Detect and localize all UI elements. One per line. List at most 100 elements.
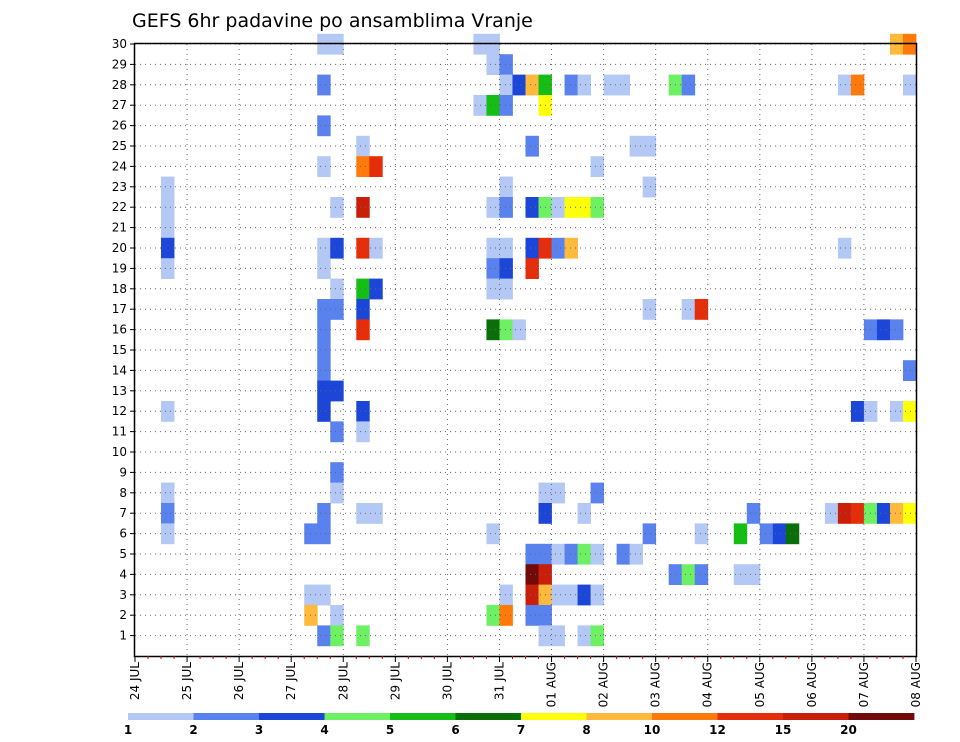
heatmap-cell-42 bbox=[499, 197, 513, 218]
heatmap-cell-10 bbox=[512, 74, 526, 96]
heatmap-cell-151 bbox=[564, 584, 578, 606]
y-tick-label-16: 16 bbox=[112, 323, 127, 337]
y-tick-label-12: 12 bbox=[112, 404, 127, 418]
heatmap-cell-71 bbox=[499, 278, 513, 300]
legend-label-5: 6 bbox=[451, 723, 459, 737]
x-tick-label-5: 29 JUL bbox=[388, 662, 402, 700]
heatmap-cell-161 bbox=[330, 625, 344, 647]
legend-label-4: 5 bbox=[386, 723, 394, 737]
heatmap-cell-30 bbox=[642, 135, 657, 157]
heatmap-cell-144 bbox=[746, 564, 761, 585]
y-tick-label-9: 9 bbox=[119, 465, 127, 479]
heatmap-cell-78 bbox=[317, 319, 331, 341]
y-tick-label-10: 10 bbox=[112, 445, 127, 459]
heatmap-cell-57 bbox=[525, 237, 539, 259]
heatmap-cell-34 bbox=[590, 156, 604, 177]
heatmap-cell-134 bbox=[577, 543, 591, 565]
heatmap-cell-29 bbox=[629, 135, 644, 157]
heatmap-cell-14 bbox=[577, 74, 591, 96]
heatmap-cell-133 bbox=[564, 543, 578, 565]
heatmap-cell-88 bbox=[902, 360, 917, 381]
x-tick-label-0: 24 JUL bbox=[128, 662, 142, 700]
y-tick-label-25: 25 bbox=[112, 139, 127, 153]
heatmap-cell-28 bbox=[525, 135, 539, 157]
heatmap-cell-156 bbox=[486, 605, 500, 626]
heatmap-cell-162 bbox=[356, 625, 370, 647]
heatmap-cell-69 bbox=[369, 278, 383, 300]
heatmap-cell-130 bbox=[525, 543, 539, 565]
y-tick-label-17: 17 bbox=[112, 302, 127, 316]
heatmap-cell-68 bbox=[356, 278, 370, 300]
heatmap-cell-36 bbox=[499, 176, 513, 198]
heatmap-cell-75 bbox=[642, 299, 657, 320]
heatmap-cell-77 bbox=[694, 299, 709, 320]
y-tick-label-18: 18 bbox=[112, 282, 127, 296]
heatmap-cell-87 bbox=[317, 360, 331, 381]
x-tick-label-11: 04 AUG bbox=[701, 662, 715, 707]
heatmap-cell-49 bbox=[161, 217, 175, 239]
legend-swatch-7 bbox=[586, 713, 653, 720]
y-axis: 1234567891011121314151617181920212223242… bbox=[112, 37, 135, 643]
heatmap-cell-79 bbox=[356, 319, 370, 341]
legend-label-8: 10 bbox=[644, 723, 661, 737]
legend-swatch-2 bbox=[259, 713, 325, 720]
y-tick-label-4: 4 bbox=[119, 567, 127, 581]
y-tick-label-20: 20 bbox=[112, 241, 127, 255]
heatmap-cell-70 bbox=[486, 278, 500, 300]
heatmap-cell-157 bbox=[499, 605, 513, 626]
heatmap-cell-7 bbox=[499, 54, 513, 75]
x-tick-label-2: 26 JUL bbox=[232, 662, 246, 700]
heatmap-cell-43 bbox=[525, 197, 539, 218]
legend-label-7: 8 bbox=[582, 723, 590, 737]
heatmap-cell-112 bbox=[746, 503, 761, 524]
y-tick-label-8: 8 bbox=[119, 486, 127, 500]
heatmap-cell-101 bbox=[161, 482, 175, 504]
y-tick-label-21: 21 bbox=[112, 221, 127, 235]
heatmap-cell-119 bbox=[902, 503, 917, 524]
x-tick-label-1: 25 JUL bbox=[180, 662, 194, 700]
heatmap-cell-40 bbox=[356, 197, 370, 218]
heatmap-cell-122 bbox=[317, 523, 331, 545]
heatmap-cell-102 bbox=[330, 482, 344, 504]
heatmap-cell-153 bbox=[590, 584, 604, 606]
heatmap-cell-72 bbox=[317, 299, 331, 320]
y-tick-label-5: 5 bbox=[119, 547, 127, 561]
heatmap-cell-35 bbox=[161, 176, 175, 198]
x-tick-label-7: 31 JUL bbox=[492, 662, 506, 700]
heatmap-cell-146 bbox=[317, 584, 331, 606]
heatmap-cell-105 bbox=[590, 482, 604, 504]
x-tick-label-3: 27 JUL bbox=[284, 662, 298, 700]
x-tick-label-15: 08 AUG bbox=[909, 662, 923, 707]
heatmap-cell-39 bbox=[330, 197, 344, 218]
heatmap-cell-137 bbox=[629, 543, 644, 565]
heatmap-cell-27 bbox=[356, 135, 370, 157]
heatmap-cell-135 bbox=[590, 543, 604, 565]
heatmap-cell-127 bbox=[759, 523, 774, 545]
heatmap-cell-100 bbox=[330, 462, 344, 483]
legend-label-1: 2 bbox=[189, 723, 197, 737]
heatmap-cell-9 bbox=[499, 74, 513, 96]
heatmap-cell-128 bbox=[772, 523, 787, 545]
heatmap-cell-108 bbox=[356, 503, 370, 524]
heatmap-cell-37 bbox=[642, 176, 657, 198]
heatmap-cell-111 bbox=[577, 503, 591, 524]
legend-label-3: 4 bbox=[320, 723, 328, 737]
y-tick-label-11: 11 bbox=[112, 425, 127, 439]
y-tick-label-28: 28 bbox=[112, 78, 127, 92]
heatmap-cell-142 bbox=[694, 564, 709, 585]
heatmap-cell-120 bbox=[161, 523, 175, 545]
heatmap-cell-141 bbox=[681, 564, 696, 585]
y-tick-label-19: 19 bbox=[112, 261, 127, 275]
heatmap-cell-76 bbox=[681, 299, 696, 320]
x-tick-label-13: 06 AUG bbox=[805, 662, 819, 707]
legend-swatch-0 bbox=[128, 713, 194, 720]
y-tick-label-15: 15 bbox=[112, 343, 127, 357]
heatmap-cell-48 bbox=[590, 197, 604, 218]
heatmap-cell-132 bbox=[551, 543, 565, 565]
heatmap-cell-99 bbox=[356, 421, 370, 443]
heatmap-cell-85 bbox=[889, 319, 904, 341]
heatmap-cell-26 bbox=[317, 115, 331, 137]
heatmap-cell-38 bbox=[161, 197, 175, 218]
heatmap-cell-89 bbox=[317, 380, 331, 402]
legend-swatch-6 bbox=[521, 713, 587, 720]
